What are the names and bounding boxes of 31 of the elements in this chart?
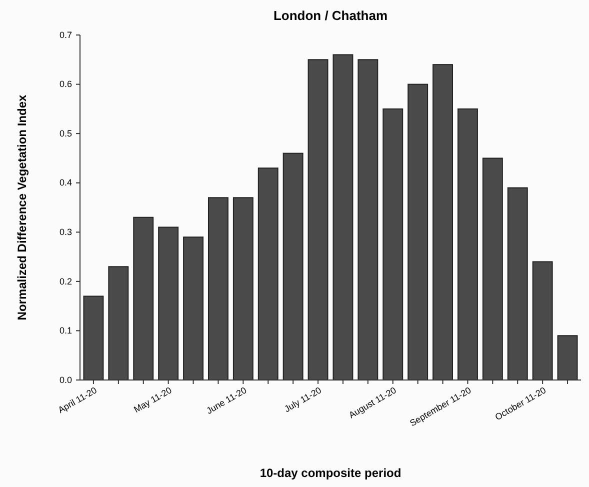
bar <box>332 54 354 380</box>
bar <box>183 236 204 380</box>
bar <box>408 84 428 380</box>
bar <box>532 261 553 380</box>
y-tick-label: 0.4 <box>59 178 72 188</box>
bar <box>133 216 154 380</box>
bar <box>258 168 278 380</box>
bar <box>557 335 578 380</box>
bar <box>457 108 478 380</box>
y-axis-title: Normalized Difference Vegetation Index <box>15 94 29 320</box>
bar <box>382 108 404 380</box>
bar <box>232 197 254 380</box>
bar <box>108 266 129 380</box>
y-tick-label: 0.7 <box>59 30 72 40</box>
y-tick-label: 0.6 <box>59 79 72 90</box>
bar <box>158 226 179 380</box>
bar <box>308 59 328 380</box>
bar <box>208 197 228 380</box>
bar <box>358 59 378 380</box>
bar <box>432 64 454 380</box>
chart-title: London / Chatham <box>273 8 388 23</box>
y-tick-label: 0.2 <box>59 276 72 286</box>
y-tick-label: 0.0 <box>59 374 72 385</box>
bar <box>482 158 503 380</box>
bar <box>507 187 528 380</box>
y-tick-label: 0.5 <box>59 128 72 138</box>
y-tick-label: 0.1 <box>59 326 72 336</box>
y-tick-label: 0.3 <box>59 227 72 238</box>
x-axis-title: 10-day composite period <box>260 466 402 480</box>
bar <box>83 296 104 380</box>
bar <box>282 152 304 380</box>
